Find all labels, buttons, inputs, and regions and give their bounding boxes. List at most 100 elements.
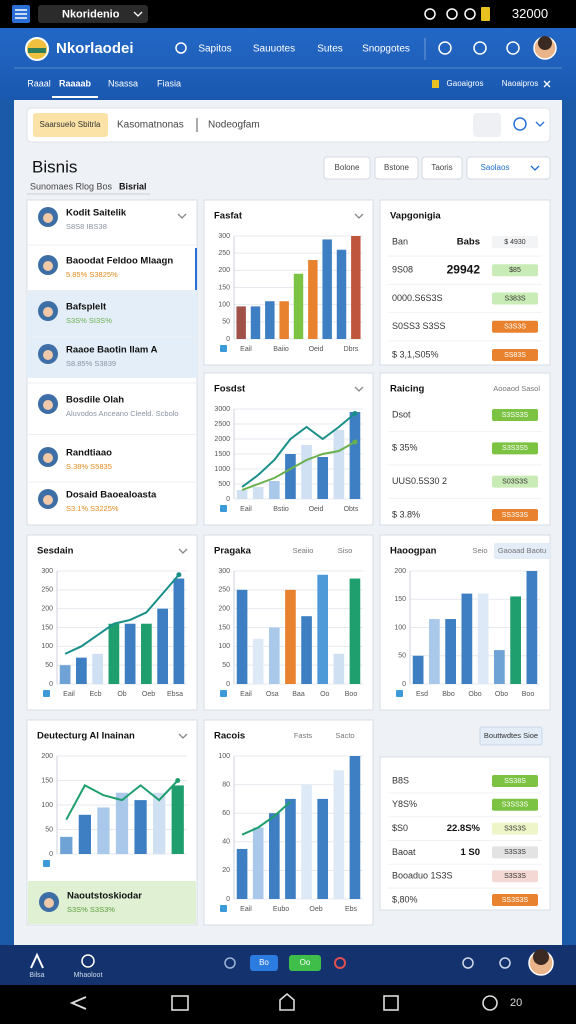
row-badge[interactable] <box>492 292 538 305</box>
row-badge[interactable] <box>492 775 538 787</box>
table-header-button[interactable] <box>479 726 543 746</box>
tab[interactable]: Fiasia <box>157 78 181 88</box>
row-badge[interactable] <box>492 846 538 859</box>
row-label[interactable]: 0000.S6S3S <box>392 293 443 303</box>
row-badge[interactable] <box>492 509 538 521</box>
contact-name[interactable]: Bosdile Olah <box>66 395 124 406</box>
row-label[interactable]: B8S <box>392 775 409 785</box>
contact-name[interactable]: Bafsplelt <box>66 302 107 313</box>
nav-chip[interactable] <box>250 955 278 971</box>
header-icon[interactable] <box>506 41 520 55</box>
row-label[interactable]: $ 3.8% <box>392 509 420 519</box>
row-badge[interactable] <box>492 236 538 248</box>
row-badge[interactable] <box>492 349 538 361</box>
tab[interactable]: Raaal <box>27 78 51 88</box>
filter-button[interactable] <box>466 156 551 180</box>
filter-button[interactable] <box>421 156 463 180</box>
nav-item[interactable]: Sauuotes <box>253 44 295 55</box>
footer-name[interactable]: Naoutstoskiodar <box>67 891 142 902</box>
chevron[interactable] <box>354 386 364 392</box>
nav-label[interactable]: Mhaoloot <box>74 972 103 979</box>
search-chip[interactable] <box>33 113 108 137</box>
row-label[interactable]: UUS0.5S30 2 <box>392 476 447 486</box>
nav-chip[interactable] <box>289 955 321 971</box>
tab-right[interactable]: Gaoaigros <box>447 79 484 88</box>
chart-header[interactable]: Seaiio <box>293 546 314 555</box>
row-label[interactable]: Y8S% <box>392 799 417 809</box>
app-dropdown[interactable] <box>38 5 148 23</box>
square-button[interactable] <box>383 995 399 1011</box>
row-badge[interactable] <box>492 475 538 488</box>
row-badge[interactable] <box>492 798 538 811</box>
nav-home-icon[interactable] <box>30 952 44 969</box>
contact-name[interactable]: Baoodat Feldoo Mlaagn <box>66 256 173 267</box>
contact-name[interactable]: Raaoe Baotin Ilam A <box>66 345 158 356</box>
row-label[interactable]: 9S08 <box>392 265 413 275</box>
nav-label[interactable]: Bilsa <box>29 972 44 979</box>
row-label[interactable]: $ 3,1,S05% <box>392 349 439 359</box>
assistant-button[interactable] <box>482 995 498 1011</box>
bar <box>108 623 120 684</box>
nav-icon[interactable] <box>462 957 474 969</box>
chevron[interactable] <box>530 165 540 171</box>
y-tick-label: 250 <box>218 587 230 594</box>
row-label[interactable]: $ 35% <box>392 443 418 453</box>
nav-item[interactable]: Snopgotes <box>362 44 410 55</box>
row-badge[interactable] <box>492 442 538 455</box>
y-tick-label: 250 <box>218 250 230 257</box>
chart-header[interactable]: Fasts <box>294 731 313 740</box>
row-badge[interactable] <box>492 822 538 835</box>
row-badge[interactable] <box>492 894 538 906</box>
table-header[interactable]: Aooaod Sasol <box>493 384 540 393</box>
close-icon[interactable] <box>543 80 551 88</box>
contact-name[interactable]: Randtiaao <box>66 448 112 459</box>
tab[interactable]: Raaaab <box>59 78 92 88</box>
tab[interactable]: Nsassa <box>108 78 138 88</box>
row-badge[interactable] <box>492 870 538 883</box>
chevron[interactable] <box>178 548 188 554</box>
contact-name[interactable]: Kodit Saitelik <box>66 208 127 219</box>
search-action[interactable] <box>473 113 501 137</box>
nav-icon[interactable] <box>224 957 236 969</box>
row-label[interactable]: Booaduo 1S3S <box>392 871 453 881</box>
chart-header[interactable]: Sacto <box>335 731 354 740</box>
search-filter[interactable]: Nodeogfam <box>208 120 260 131</box>
search-icon[interactable] <box>175 42 187 54</box>
header-icon[interactable] <box>473 41 487 55</box>
row-badge[interactable] <box>492 264 538 277</box>
row-label[interactable]: Dsot <box>392 409 411 419</box>
search-user[interactable] <box>513 117 527 131</box>
recents-button[interactable] <box>171 995 189 1011</box>
row-label[interactable]: Ban <box>392 236 408 246</box>
chevron[interactable] <box>133 11 143 17</box>
row-label[interactable]: Baoat <box>392 847 416 857</box>
nav-icon[interactable] <box>81 954 95 968</box>
header-icon[interactable] <box>438 41 452 55</box>
chart-header[interactable]: Seio <box>472 546 487 555</box>
home-button[interactable] <box>279 992 295 1011</box>
search-bar[interactable] <box>26 107 551 143</box>
chart-header[interactable]: Gaoaad Baotu <box>498 546 546 555</box>
chevron[interactable] <box>354 213 364 219</box>
row-label[interactable]: $,80% <box>392 894 418 904</box>
tab-right[interactable]: Naoaipros <box>502 79 538 88</box>
row-badge[interactable] <box>492 320 538 333</box>
search-input[interactable]: Kasomatnonas <box>117 120 184 131</box>
chevron[interactable] <box>177 213 187 219</box>
nav-item[interactable]: Sutes <box>317 44 343 55</box>
row-label[interactable]: $S0 <box>392 823 408 833</box>
chart-header[interactable]: Siso <box>338 546 353 555</box>
chart-header-button[interactable] <box>494 543 550 559</box>
chevron[interactable] <box>178 733 188 739</box>
contact-name[interactable]: Dosaid Baoealoasta <box>66 490 157 501</box>
row-label[interactable]: S0SS3 S3SS <box>392 321 446 331</box>
back-button[interactable] <box>69 996 87 1010</box>
nav-item[interactable]: Sapitos <box>198 44 231 55</box>
nav-icon[interactable] <box>334 957 346 969</box>
row-badge[interactable] <box>492 409 538 421</box>
chevron[interactable] <box>535 121 545 127</box>
y-tick-label: 100 <box>218 753 230 760</box>
nav-icon[interactable] <box>499 957 511 969</box>
filter-button[interactable] <box>374 156 419 180</box>
filter-button[interactable] <box>323 156 371 180</box>
